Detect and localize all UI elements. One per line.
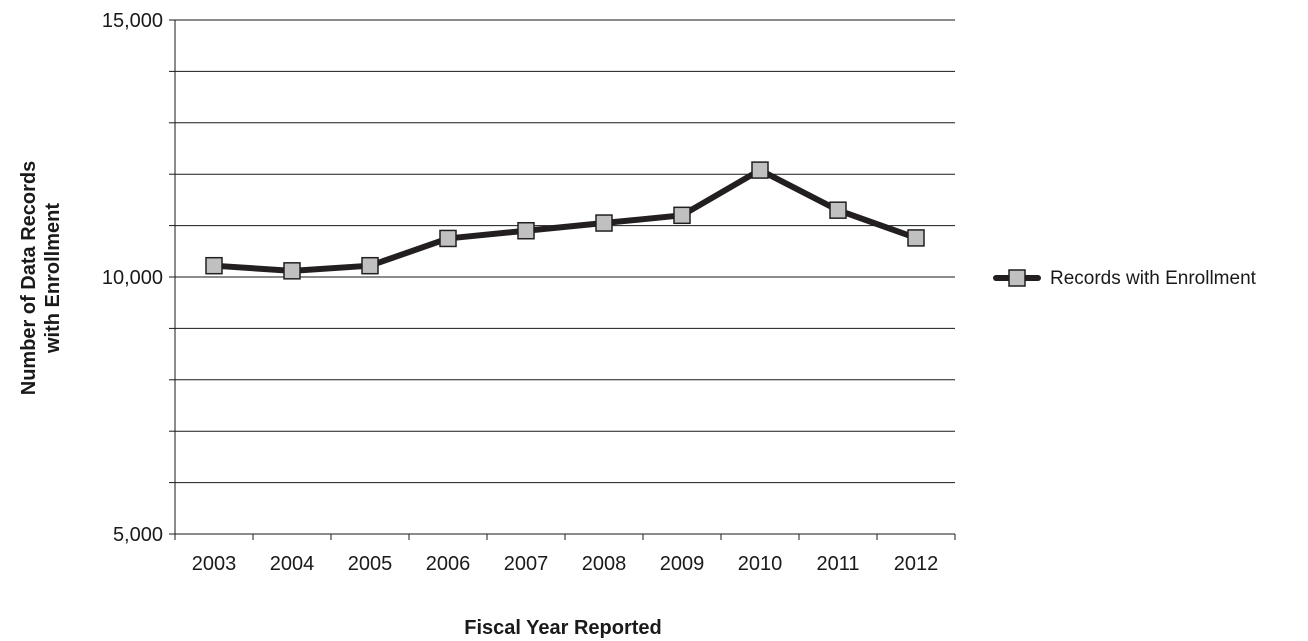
gridlines: [175, 19, 955, 484]
series-line: [211, 167, 919, 274]
y-tick-label-15000: 15,000: [102, 10, 163, 32]
x-tick-label-2006: 2006: [426, 553, 471, 575]
x-axis-tick-labels: 2003 2004 2005 2006 2007 2008 2009 2010 2011 2012: [192, 553, 939, 575]
data-point-2004: [283, 262, 301, 280]
data-point-2007: [517, 221, 535, 240]
axes: [169, 19, 956, 540]
data-point-2012: [907, 229, 925, 247]
x-tick-label-2007: 2007: [504, 553, 549, 575]
y-axis-title-line-2: with Enrollment: [42, 203, 64, 354]
x-tick-label-2012: 2012: [894, 553, 939, 575]
data-point-2003: [205, 256, 223, 275]
x-tick-label-2008: 2008: [582, 553, 627, 575]
data-point-2011: [829, 201, 847, 219]
y-tick-label-10000: 10,000: [102, 267, 163, 289]
data-point-2010: [751, 161, 769, 179]
x-tick-label-2010: 2010: [738, 553, 783, 575]
data-point-2009: [673, 206, 691, 225]
y-axis-title-line-1: Number of Data Records: [18, 161, 40, 396]
y-axis-tick-labels: 5,000 10,000 15,000: [102, 10, 163, 546]
y-axis-title: Number of Data Records with Enrollment: [18, 161, 64, 396]
x-axis-title: Fiscal Year Reported: [464, 617, 662, 639]
x-tick-label-2005: 2005: [348, 553, 393, 575]
y-tick-label-5000: 5,000: [113, 524, 163, 546]
data-point-2008: [595, 214, 613, 232]
x-tick-label-2011: 2011: [816, 553, 859, 575]
x-tick-label-2003: 2003: [192, 553, 237, 575]
series-records-with-enrollment: [205, 161, 925, 280]
legend-marker-swatch: [1008, 269, 1026, 287]
data-point-2006: [439, 229, 457, 248]
x-tick-label-2004: 2004: [270, 553, 315, 575]
legend-label: Records with Enrollment: [1050, 268, 1257, 289]
x-tick-label-2009: 2009: [660, 553, 705, 575]
legend: Records with Enrollment: [993, 268, 1257, 289]
data-point-2005: [361, 256, 379, 275]
